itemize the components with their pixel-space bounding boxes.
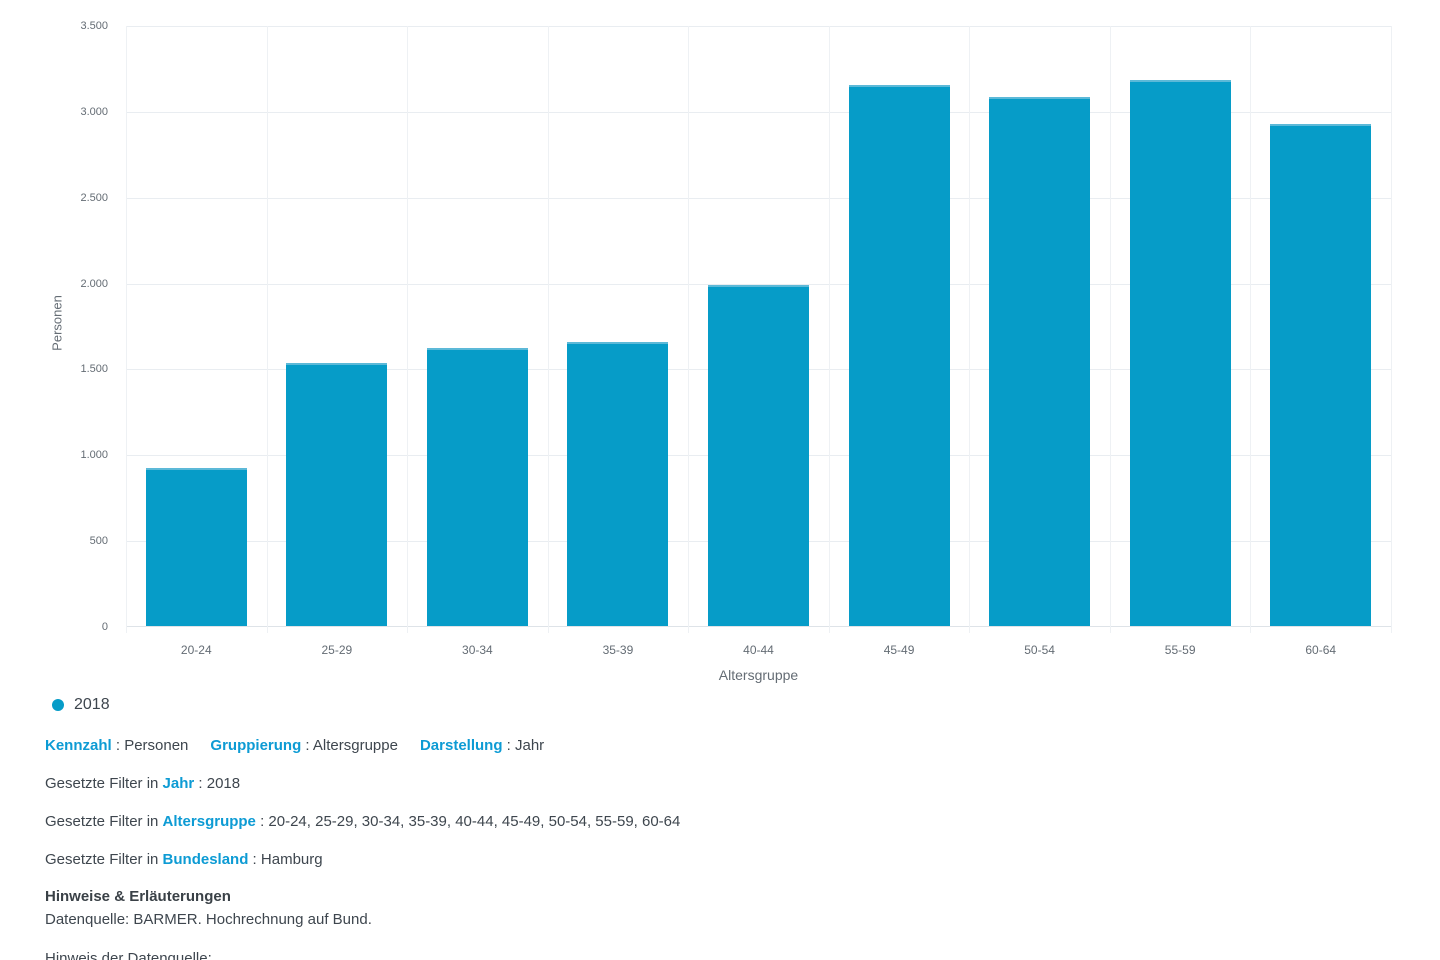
filter-prefix: Gesetzte Filter in bbox=[45, 775, 163, 792]
x-gridline bbox=[1250, 26, 1252, 633]
bar-45-49[interactable] bbox=[848, 85, 950, 626]
bar-chart: Personen 0 500 1.000 1.500 2.000 2.500 3.000 3.… bbox=[49, 20, 1392, 683]
x-gridline bbox=[688, 26, 690, 633]
x-tick-label: 45-49 bbox=[883, 643, 915, 657]
filter-term: Altersgruppe bbox=[162, 813, 256, 830]
x-gridline bbox=[126, 26, 127, 633]
meta-term: Kennzahl bbox=[45, 737, 112, 754]
meta-value: : Jahr bbox=[502, 737, 545, 754]
filter-prefix: Gesetzte Filter in bbox=[45, 851, 163, 868]
y-gridline bbox=[126, 283, 1391, 285]
bar-25-29[interactable] bbox=[286, 363, 388, 626]
x-tick-label: 50-54 bbox=[1024, 643, 1055, 657]
y-gridline bbox=[126, 26, 1391, 27]
x-tick-label: 20-24 bbox=[180, 643, 212, 657]
plot-area bbox=[126, 26, 1392, 633]
x-gridline bbox=[547, 26, 549, 633]
x-tick-label: 60-64 bbox=[1305, 643, 1337, 657]
filter-value: : Hamburg bbox=[248, 851, 323, 868]
x-gridline bbox=[969, 26, 971, 633]
x-axis-labels: 20-24 25-29 30-34 35-39 40-44 45-49 50-54 55-59… bbox=[126, 643, 1391, 663]
x-gridline bbox=[1391, 26, 1392, 633]
bar-35-39[interactable] bbox=[567, 341, 669, 626]
y-tick-label: 3.500 bbox=[80, 20, 108, 32]
filter-prefix: Gesetzte Filter in bbox=[45, 813, 163, 830]
filter-rows: Gesetzte Filter in Jahr : 2018 Gesetzte F… bbox=[45, 773, 680, 887]
x-axis-title: Altersgruppe bbox=[718, 667, 799, 683]
x-gridline bbox=[1109, 26, 1111, 633]
y-gridline bbox=[126, 197, 1391, 199]
bar-30-34[interactable] bbox=[426, 347, 528, 626]
x-gridline bbox=[266, 26, 268, 633]
meta-value: : Altersgruppe bbox=[301, 737, 398, 754]
meta-term: Gruppierung bbox=[210, 737, 302, 754]
filter-row-altersgruppe: Gesetzte Filter in Altersgruppe : 20-24,… bbox=[45, 811, 680, 832]
truncated-note-line: Hinweis der Datenquelle: bbox=[45, 950, 212, 960]
x-tick-label: 35-39 bbox=[602, 643, 634, 657]
x-gridline bbox=[407, 26, 409, 633]
y-tick-label: 500 bbox=[89, 535, 108, 548]
legend-marker-icon bbox=[52, 699, 64, 711]
x-gridline bbox=[828, 26, 830, 633]
meta-item-gruppierung: Gruppierung : Altersgruppe bbox=[210, 737, 398, 754]
meta-row: Kennzahl : Personen Gruppierung : Altersg… bbox=[45, 735, 566, 756]
bar-60-64[interactable] bbox=[1270, 123, 1372, 626]
bar-50-54[interactable] bbox=[989, 97, 1091, 626]
x-tick-label: 30-34 bbox=[462, 643, 493, 657]
y-tick-label: 3.000 bbox=[80, 105, 108, 118]
bar-20-24[interactable] bbox=[145, 468, 247, 626]
filter-value: : 2018 bbox=[194, 775, 241, 792]
y-axis-title: Personen bbox=[49, 295, 65, 351]
y-tick-label: 2.000 bbox=[80, 277, 108, 290]
filter-row-bundesland: Gesetzte Filter in Bundesland : Hamburg bbox=[45, 849, 680, 870]
y-tick-label: 1.000 bbox=[80, 449, 108, 462]
y-tick-label: 1.500 bbox=[80, 363, 108, 376]
meta-value: : Personen bbox=[111, 737, 189, 754]
legend-label: 2018 bbox=[74, 696, 110, 713]
y-gridline bbox=[126, 111, 1391, 113]
x-tick-label: 25-29 bbox=[321, 643, 353, 657]
meta-item-darstellung: Darstellung : Jahr bbox=[420, 737, 544, 754]
bar-55-59[interactable] bbox=[1129, 79, 1231, 626]
filter-term: Jahr bbox=[162, 775, 195, 792]
filter-value: : 20-24, 25-29, 30-34, 35-39, 40-44, 45-… bbox=[255, 813, 681, 830]
y-tick-label: 2.500 bbox=[80, 191, 108, 204]
meta-term: Darstellung bbox=[419, 737, 503, 754]
meta-item-kennzahl: Kennzahl : Personen bbox=[45, 737, 188, 754]
filter-term: Bundesland bbox=[162, 851, 249, 868]
bar-40-44[interactable] bbox=[708, 285, 809, 626]
filter-row-jahr: Gesetzte Filter in Jahr : 2018 bbox=[45, 773, 680, 794]
notes-heading: Hinweise & Erläuterungen bbox=[45, 888, 231, 905]
x-tick-label: 40-44 bbox=[743, 643, 774, 657]
legend-item-2018[interactable]: 2018 bbox=[52, 696, 110, 714]
data-source-note: Datenquelle: BARMER. Hochrechnung auf Bu… bbox=[45, 911, 372, 928]
x-tick-label: 55-59 bbox=[1164, 643, 1196, 657]
y-tick-label: 0 bbox=[101, 621, 108, 633]
